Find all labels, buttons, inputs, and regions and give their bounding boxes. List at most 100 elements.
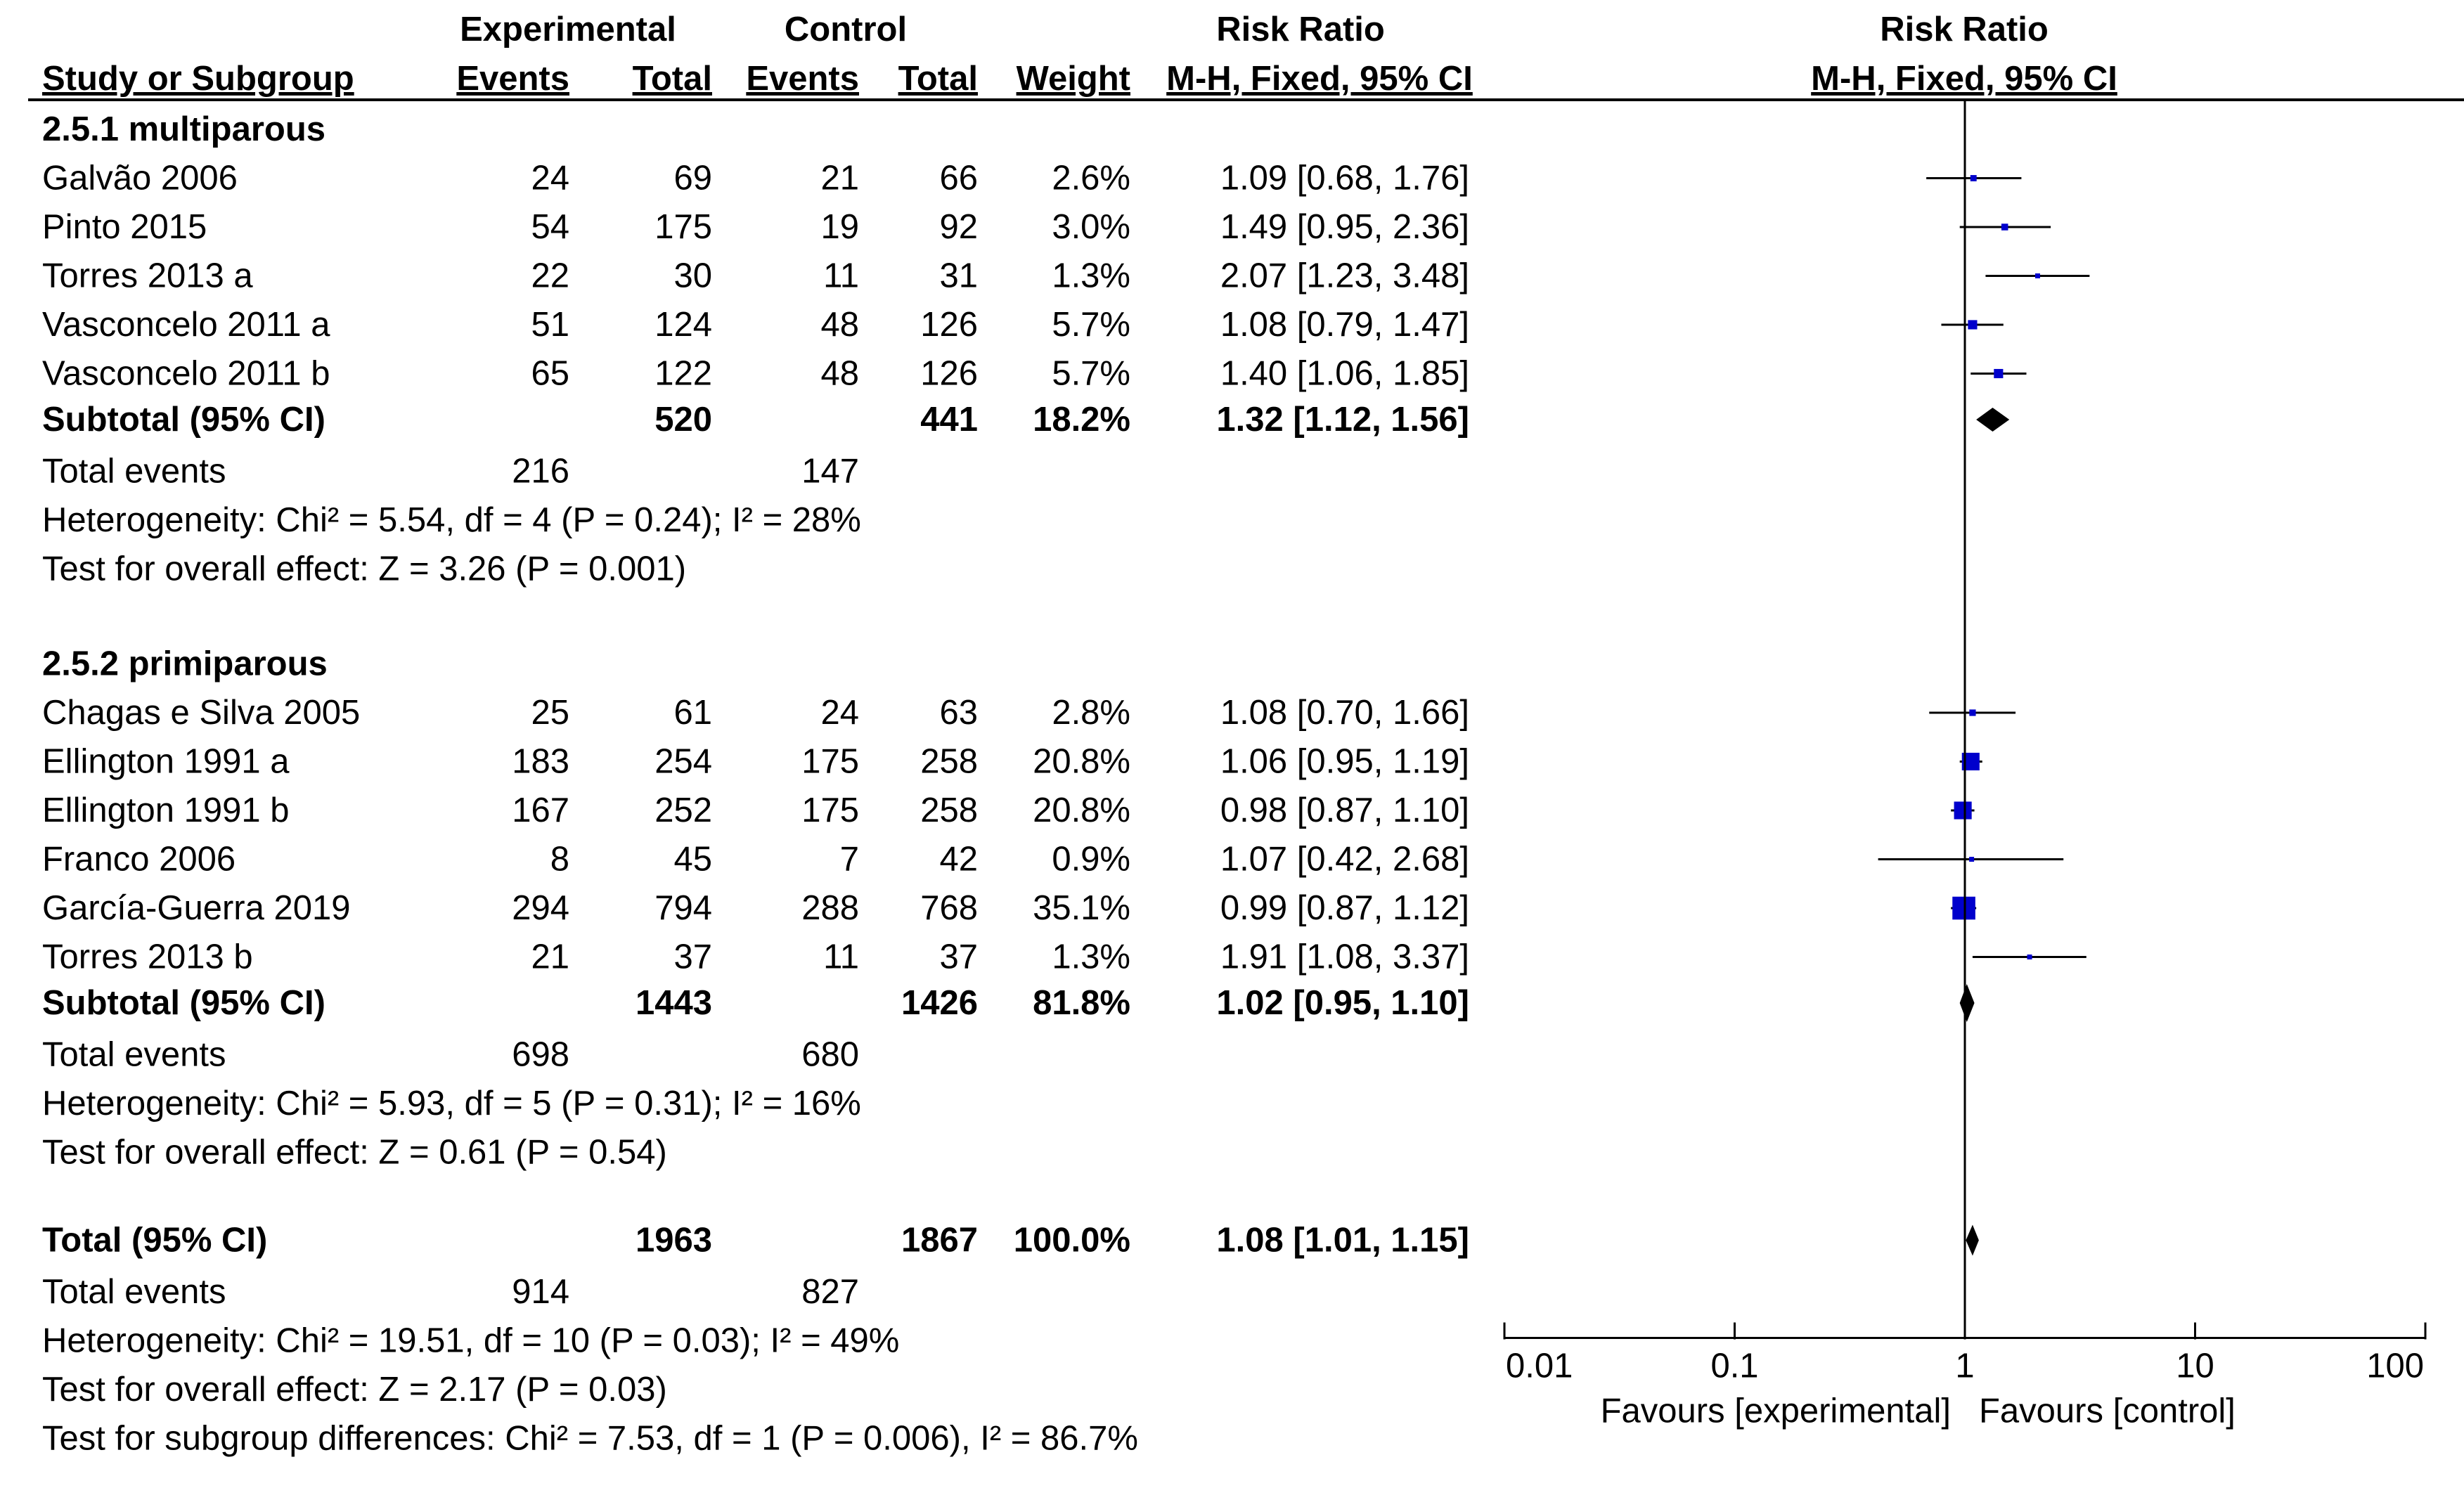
total-ctl: 258 (920, 791, 978, 829)
total-events-exp: 914 (512, 1273, 569, 1311)
total-ctl: 126 (920, 355, 978, 393)
total-exp: 175 (654, 208, 712, 246)
study-name: Franco 2006 (42, 841, 236, 879)
header-experimental: Experimental (460, 11, 676, 48)
study-point (2001, 224, 2008, 231)
header-method-col: M-H, Fixed, 95% CI (1166, 60, 1473, 98)
events-ctl: 24 (820, 694, 859, 732)
plot-area: 0.01 0.1 1 10 100 Favours [experimental] Favou… (1503, 100, 2427, 1430)
header-study: Study or Subgroup (42, 60, 354, 98)
overall-effect: Test for overall effect: Z = 2.17 (P = 0… (42, 1371, 667, 1409)
ci-text: 1.40 [1.06, 1.85] (1220, 355, 1469, 393)
total-ctl: 31 (939, 257, 978, 295)
study-point (2027, 955, 2032, 959)
table-rows: 2.5.1 multiparous Galvão 2006 24 69 21 66 2.6%… (42, 110, 1469, 1458)
total-ctl: 63 (939, 694, 978, 732)
events-exp: 294 (512, 889, 569, 927)
total-exp: 794 (654, 889, 712, 927)
x-tick-label: 0.01 (1506, 1347, 1573, 1385)
header-method-plot: M-H, Fixed, 95% CI (1811, 60, 2117, 98)
subtotal-ci: 1.32 [1.12, 1.56] (1216, 401, 1469, 439)
subtotal-label: Subtotal (95% CI) (42, 401, 325, 439)
ci-text: 1.91 [1.08, 3.37] (1220, 938, 1469, 976)
total-exp: 45 (673, 841, 712, 879)
events-ctl: 19 (820, 208, 859, 246)
total-ctl: 37 (939, 938, 978, 976)
study-name: Galvão 2006 (42, 160, 238, 198)
events-exp: 24 (531, 160, 569, 198)
heterogeneity: Heterogeneity: Chi² = 5.54, df = 4 (P = … (42, 501, 861, 539)
ci-text: 1.06 [0.95, 1.19] (1220, 743, 1469, 781)
events-exp: 65 (531, 355, 569, 393)
header-weight: Weight (1017, 60, 1130, 98)
weight: 3.0% (1052, 208, 1130, 246)
ci-text: 0.98 [0.87, 1.10] (1220, 791, 1469, 829)
total-exp: 122 (654, 355, 712, 393)
events-exp: 167 (512, 791, 569, 829)
events-exp: 22 (531, 257, 569, 295)
total-ctl: 92 (939, 208, 978, 246)
pooled-diamond (1976, 408, 2010, 432)
study-name: Chagas e Silva 2005 (42, 694, 360, 732)
weight: 2.8% (1052, 694, 1130, 732)
events-exp: 21 (531, 938, 569, 976)
header-total-exp: Total (633, 60, 712, 98)
study-point (1969, 857, 1975, 862)
study-point (1970, 175, 1977, 181)
favours-experimental: Favours [experimental] (1601, 1392, 1951, 1430)
ci-text: 1.07 [0.42, 2.68] (1220, 841, 1469, 879)
total-events-label: Total events (42, 1273, 226, 1311)
study-point (1994, 368, 2004, 379)
ci-text: 1.09 [0.68, 1.76] (1220, 160, 1469, 198)
events-ctl: 7 (840, 841, 859, 879)
header-control: Control (785, 11, 907, 48)
events-ctl: 48 (820, 306, 859, 344)
events-ctl: 175 (801, 743, 859, 781)
events-ctl: 288 (801, 889, 859, 927)
total-ctl: 42 (939, 841, 978, 879)
subgroup-differences: Test for subgroup differences: Chi² = 7.… (42, 1420, 1138, 1458)
events-exp: 8 (550, 841, 569, 879)
total-exp: 69 (673, 160, 712, 198)
events-ctl: 11 (823, 257, 859, 295)
events-ctl: 11 (823, 938, 859, 976)
subtotal-n-ctl: 1426 (901, 984, 978, 1022)
events-exp: 25 (531, 694, 569, 732)
weight: 1.3% (1052, 257, 1130, 295)
study-name: Pinto 2015 (42, 208, 207, 246)
total-exp: 61 (673, 694, 712, 732)
total-exp: 37 (673, 938, 712, 976)
study-point (1969, 709, 1976, 716)
events-ctl: 48 (820, 355, 859, 393)
total-ctl: 126 (920, 306, 978, 344)
events-exp: 54 (531, 208, 569, 246)
total-label: Total (95% CI) (42, 1222, 267, 1260)
total-ci: 1.08 [1.01, 1.15] (1216, 1222, 1469, 1260)
overall-effect: Test for overall effect: Z = 0.61 (P = 0… (42, 1134, 667, 1172)
events-exp: 51 (531, 306, 569, 344)
x-tick-label: 0.1 (1710, 1347, 1758, 1385)
subtotal-ci: 1.02 [0.95, 1.10] (1216, 984, 1469, 1022)
study-point (1968, 320, 1978, 330)
subgroup-title: 2.5.1 multiparous (42, 110, 325, 148)
x-tick-label: 1 (1955, 1347, 1974, 1385)
subtotal-weight: 18.2% (1033, 401, 1130, 439)
study-name: Ellington 1991 a (42, 743, 290, 781)
weight: 35.1% (1033, 889, 1130, 927)
total-ctl: 66 (939, 160, 978, 198)
x-tick-label: 10 (2176, 1347, 2214, 1385)
ci-text: 1.49 [0.95, 2.36] (1220, 208, 1469, 246)
weight: 2.6% (1052, 160, 1130, 198)
total-weight: 100.0% (1014, 1222, 1130, 1260)
total-n-exp: 1963 (636, 1222, 712, 1260)
header-events-exp: Events (456, 60, 569, 98)
heterogeneity: Heterogeneity: Chi² = 5.93, df = 5 (P = … (42, 1085, 861, 1123)
weight: 0.9% (1052, 841, 1130, 879)
events-exp: 183 (512, 743, 569, 781)
weight: 20.8% (1033, 791, 1130, 829)
subtotal-n-exp: 1443 (636, 984, 712, 1022)
total-events-label: Total events (42, 1036, 226, 1074)
subtotal-label: Subtotal (95% CI) (42, 984, 325, 1022)
header-events-ctl: Events (746, 60, 859, 98)
